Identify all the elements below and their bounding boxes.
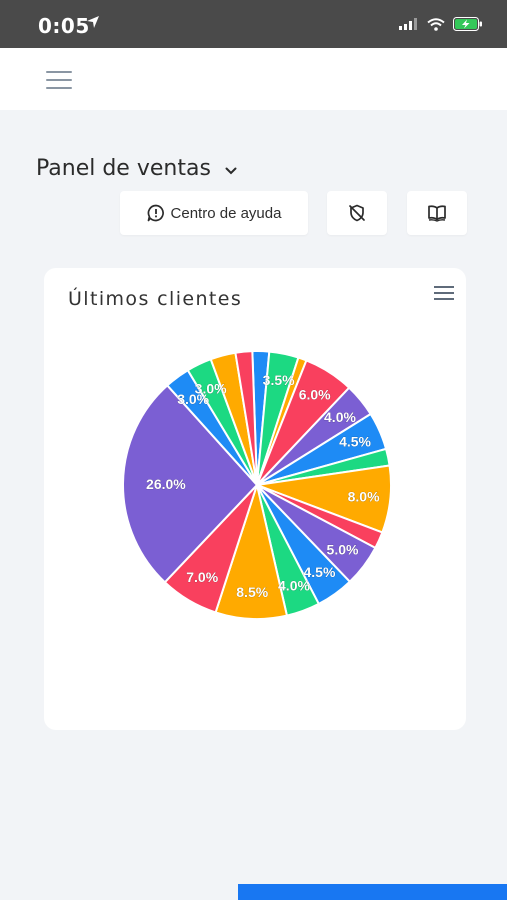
pie-slice[interactable]: [234, 350, 258, 486]
shield-button[interactable]: [327, 191, 387, 235]
pie-slice-label: 4.5%: [303, 564, 335, 580]
pie-chart: 3.5%6.0%4.0%4.5%8.0%5.0%4.5%4.0%8.5%7.0%…: [122, 350, 392, 620]
status-bar: 0:05: [0, 0, 507, 48]
pie-slice-label: 3.0%: [195, 380, 227, 396]
dashboard-selector[interactable]: Panel de ventas: [36, 156, 237, 181]
wifi-icon: [427, 17, 445, 31]
location-arrow-icon: [87, 16, 99, 28]
page-title: Panel de ventas: [36, 156, 211, 181]
pie-slice-label: 4.0%: [324, 409, 356, 425]
pie-slice-label: 6.0%: [299, 387, 331, 403]
cellular-signal-icon: [399, 18, 417, 30]
pie-slice-label: 3.0%: [177, 391, 209, 407]
chart-menu-button[interactable]: [434, 286, 454, 300]
book-button[interactable]: [407, 191, 467, 235]
pie-slice-label: 8.5%: [236, 584, 268, 600]
pie-slice-label: 5.0%: [327, 542, 359, 558]
pie-slice[interactable]: [122, 384, 259, 584]
pie-slice-label: 4.0%: [278, 578, 310, 594]
help-center-label: Centro de ayuda: [170, 204, 282, 222]
help-chat-icon: [147, 204, 164, 222]
status-icons: [399, 17, 483, 31]
card-title: Últimos clientes: [68, 288, 243, 310]
pie-slice-label: 4.5%: [339, 434, 371, 450]
chevron-down-icon: [225, 167, 237, 174]
status-time: 0:05: [38, 14, 90, 38]
bottom-action-bar[interactable]: [238, 884, 507, 900]
pie-slice-label: 3.5%: [263, 372, 295, 388]
pie-slice-label: 7.0%: [186, 569, 218, 585]
help-center-button[interactable]: Centro de ayuda: [120, 191, 308, 235]
book-icon: [428, 205, 446, 222]
battery-charging-icon: [453, 17, 482, 31]
latest-customers-card: Últimos clientes 3.5% 6.0% 4.0% 4.5% 8.0% 5.0…: [44, 268, 466, 730]
hamburger-menu-button[interactable]: [46, 71, 72, 89]
shield-off-icon: [349, 204, 365, 222]
pie-slice-label: 26.0%: [146, 476, 186, 492]
pie-slice-label: 8.0%: [348, 489, 380, 505]
app-header: [0, 48, 507, 110]
